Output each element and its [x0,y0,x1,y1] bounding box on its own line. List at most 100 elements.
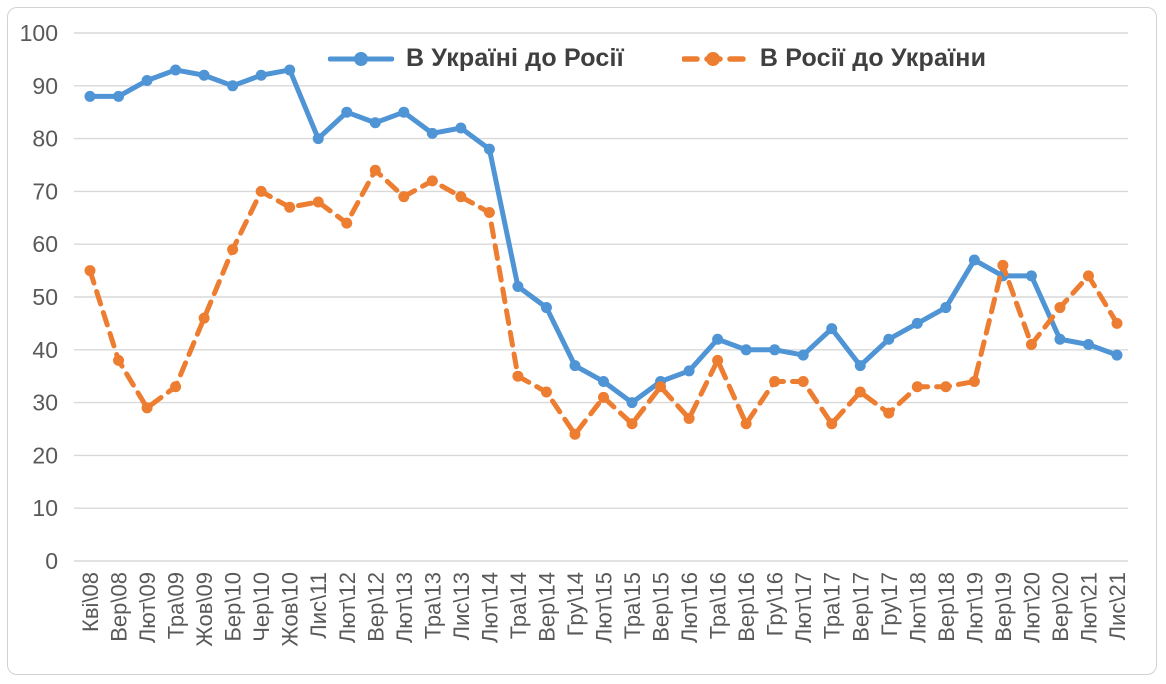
data-point-marker [255,185,267,197]
data-point-marker [997,259,1009,271]
data-point-marker [883,333,895,345]
data-point-marker [284,64,296,76]
data-point-marker [940,302,952,314]
data-point-marker [1025,270,1037,282]
y-axis-tick-label: 40 [32,337,58,363]
data-point-marker [769,375,781,387]
data-point-marker [1111,349,1123,361]
y-axis-tick-label: 0 [45,548,58,574]
x-axis-tick-label: Тра\09 [164,572,189,639]
data-point-marker [170,381,182,393]
data-point-marker [826,323,838,335]
data-point-marker [626,397,638,409]
data-point-marker [683,365,695,377]
data-point-marker [968,254,980,266]
x-axis-tick-label: Лис\11 [306,572,331,639]
series-line-0 [87,67,1120,406]
data-point-marker [683,412,695,424]
data-point-marker [398,191,410,203]
x-axis-tick-label: Гру\14 [563,572,588,636]
data-point-marker [198,312,210,324]
data-point-marker [455,191,467,203]
data-point-marker [740,344,752,356]
data-point-marker [854,386,866,398]
data-point-marker [712,333,724,345]
data-point-marker [826,418,838,430]
data-point-marker [540,386,552,398]
data-point-marker [712,354,724,366]
data-point-marker [740,418,752,430]
x-axis-tick-label: Лют\20 [1019,572,1044,643]
x-axis-tick-label: Вер\15 [649,572,674,642]
x-axis-tick-label: Лис\21 [1105,572,1130,640]
legend-label-series-1: В Україні до Росії [406,44,624,72]
x-axis-tick-label: Вер\20 [1048,572,1073,642]
data-point-marker [911,317,923,329]
data-point-marker [483,143,495,155]
data-point-marker [198,69,210,81]
legend-item-in-ukraine-to-russia: В Україні до Росії [328,44,624,73]
x-axis-tick-label: Лют\17 [791,572,816,643]
data-point-marker [312,133,324,145]
x-axis-tick-label: Жов\10 [278,572,303,647]
x-axis-tick-label: Вер\18 [934,572,959,642]
legend-item-in-russia-to-ukraine: В Росії до України [681,44,987,73]
data-point-marker [483,207,495,219]
y-axis-tick-label: 10 [32,495,58,521]
x-axis-tick-label: Тра\15 [620,572,645,639]
data-point-marker [598,375,609,387]
x-axis-tick-label: Лют\19 [962,572,987,643]
data-point-marker [626,418,638,430]
x-axis-tick-label: Вер\16 [734,572,759,642]
x-axis-tick-label: Жов\09 [192,572,217,647]
data-point-marker [341,217,353,229]
data-point-marker [141,402,153,414]
chart-border-frame [7,7,1157,675]
x-axis-tick-label: Кві\08 [78,572,103,632]
x-axis-tick-label: Тра\13 [420,572,445,639]
y-axis-tick-label: 30 [32,390,58,416]
data-point-marker [426,175,438,187]
data-point-marker [1082,270,1094,282]
legend-label-series-2: В Росії до України [759,44,987,72]
y-axis-tick-label: 20 [32,442,58,468]
data-point-marker [797,375,809,387]
x-axis-tick-label: Лют\12 [335,572,360,643]
y-axis-tick-label: 80 [32,126,58,152]
y-axis-tick-label: 100 [20,20,58,46]
x-axis-tick-label: Лют\15 [592,572,617,643]
data-point-marker [170,64,182,76]
data-point-marker [84,90,96,102]
x-axis-tick-label: Лют\21 [1076,572,1101,643]
x-axis-tick-label: Вер\12 [363,572,388,642]
x-axis-tick-label: Лют\14 [477,572,502,643]
data-point-marker [512,280,524,292]
data-point-marker [455,122,467,134]
data-point-marker [84,265,96,277]
x-axis-tick-label: Вер\17 [848,572,873,642]
data-point-marker [968,375,980,387]
data-point-marker [769,344,781,356]
chart-legend: В Україні до Росії В Росії до України [328,44,986,73]
data-point-marker [1111,317,1123,329]
x-axis-tick-label: Тра\16 [706,572,731,639]
data-point-marker [141,75,153,87]
y-axis-tick-label: 60 [32,231,58,257]
data-point-marker [398,106,410,118]
data-point-marker [369,164,381,176]
x-axis-tick-label: Лют\18 [905,572,930,643]
data-point-marker [1054,302,1066,314]
x-axis-tick-label: Тра\14 [506,572,531,639]
data-point-marker [284,201,296,213]
x-axis-tick-label: Вер\08 [107,572,132,642]
data-point-marker [655,381,667,393]
x-axis-tick-label: Лют\13 [392,572,417,643]
x-axis-tick-label: Вер\19 [991,572,1016,642]
x-axis-tick-label: Лют\09 [135,572,160,643]
x-axis-tick-label: Бер\10 [221,572,246,642]
data-point-marker [883,407,895,419]
data-point-marker [312,196,324,208]
data-point-marker [113,90,125,102]
